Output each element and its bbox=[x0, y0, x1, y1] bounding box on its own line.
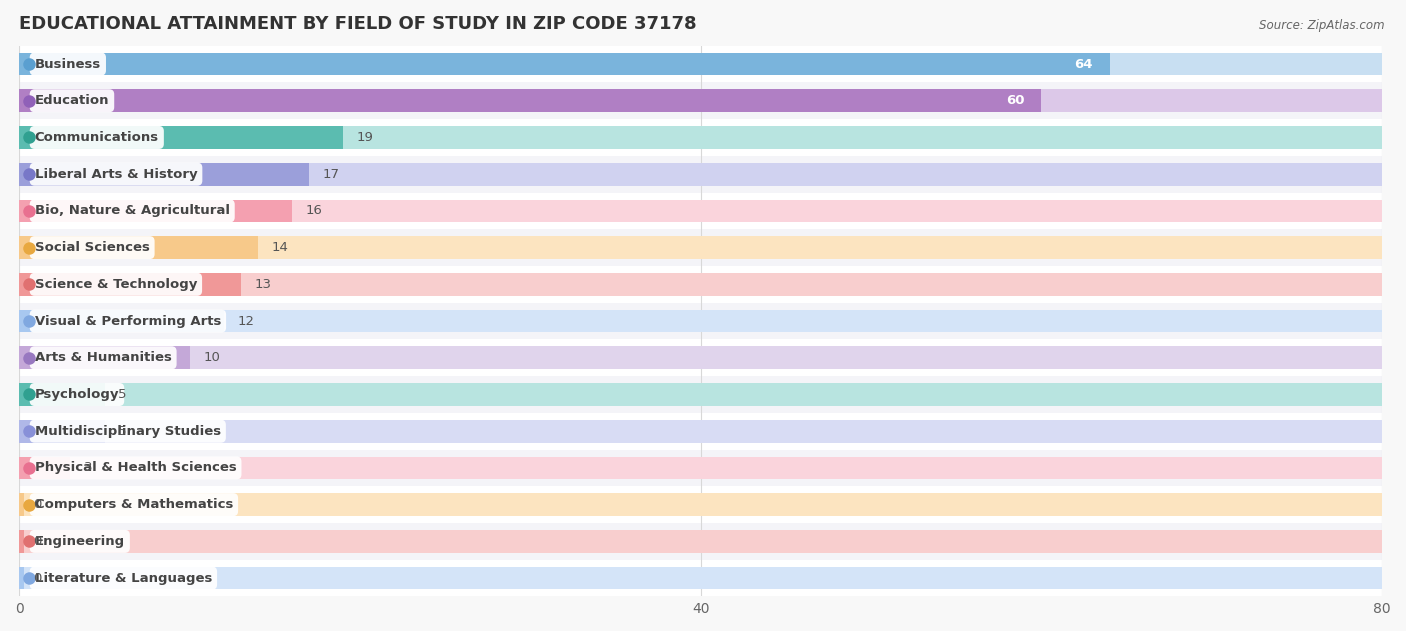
Bar bbox=[20, 90, 1042, 112]
Bar bbox=[20, 192, 1382, 229]
Text: Arts & Humanities: Arts & Humanities bbox=[35, 351, 172, 364]
Bar bbox=[20, 523, 1382, 560]
Bar bbox=[20, 383, 1382, 406]
Text: 13: 13 bbox=[254, 278, 271, 291]
Bar bbox=[20, 493, 1382, 516]
Text: EDUCATIONAL ATTAINMENT BY FIELD OF STUDY IN ZIP CODE 37178: EDUCATIONAL ATTAINMENT BY FIELD OF STUDY… bbox=[20, 15, 697, 33]
Text: Education: Education bbox=[35, 94, 110, 107]
Bar bbox=[20, 303, 1382, 339]
Bar bbox=[20, 52, 1109, 76]
Bar bbox=[20, 530, 24, 553]
Text: 0: 0 bbox=[32, 572, 41, 584]
Bar bbox=[20, 83, 1382, 119]
Bar bbox=[20, 493, 24, 516]
Bar bbox=[20, 560, 1382, 596]
Bar bbox=[20, 229, 1382, 266]
Bar bbox=[20, 126, 343, 149]
Text: 12: 12 bbox=[238, 315, 254, 327]
Text: 16: 16 bbox=[305, 204, 322, 218]
Text: Social Sciences: Social Sciences bbox=[35, 241, 149, 254]
Text: Computers & Mathematics: Computers & Mathematics bbox=[35, 498, 233, 511]
Text: Visual & Performing Arts: Visual & Performing Arts bbox=[35, 315, 221, 327]
Text: 60: 60 bbox=[1005, 94, 1025, 107]
Bar bbox=[20, 236, 1382, 259]
Bar bbox=[20, 487, 1382, 523]
Bar bbox=[20, 567, 24, 589]
Bar bbox=[20, 310, 1382, 333]
Text: Communications: Communications bbox=[35, 131, 159, 144]
Bar bbox=[20, 346, 1382, 369]
Bar bbox=[20, 199, 1382, 222]
Bar bbox=[20, 346, 190, 369]
Bar bbox=[20, 310, 224, 333]
Bar bbox=[20, 126, 1382, 149]
Text: Science & Technology: Science & Technology bbox=[35, 278, 197, 291]
Bar bbox=[20, 339, 1382, 376]
Text: 14: 14 bbox=[271, 241, 288, 254]
Text: Source: ZipAtlas.com: Source: ZipAtlas.com bbox=[1260, 19, 1385, 32]
Bar bbox=[20, 273, 1382, 296]
Text: Engineering: Engineering bbox=[35, 535, 125, 548]
Text: Physical & Health Sciences: Physical & Health Sciences bbox=[35, 461, 236, 475]
Bar bbox=[20, 163, 309, 186]
Text: Liberal Arts & History: Liberal Arts & History bbox=[35, 168, 197, 180]
Bar bbox=[20, 163, 1382, 186]
Text: 3: 3 bbox=[84, 461, 93, 475]
Text: Literature & Languages: Literature & Languages bbox=[35, 572, 212, 584]
Bar bbox=[20, 383, 104, 406]
Text: 5: 5 bbox=[118, 388, 127, 401]
Bar bbox=[20, 273, 240, 296]
Text: 64: 64 bbox=[1074, 57, 1092, 71]
Bar bbox=[20, 413, 1382, 449]
Bar bbox=[20, 376, 1382, 413]
Bar bbox=[20, 90, 1382, 112]
Bar bbox=[20, 449, 1382, 487]
Text: 19: 19 bbox=[357, 131, 374, 144]
Text: 0: 0 bbox=[32, 498, 41, 511]
Text: Bio, Nature & Agricultural: Bio, Nature & Agricultural bbox=[35, 204, 229, 218]
Text: 5: 5 bbox=[118, 425, 127, 438]
Bar bbox=[20, 567, 1382, 589]
Text: Multidisciplinary Studies: Multidisciplinary Studies bbox=[35, 425, 221, 438]
Text: Business: Business bbox=[35, 57, 101, 71]
Bar bbox=[20, 199, 292, 222]
Bar bbox=[20, 236, 257, 259]
Text: 10: 10 bbox=[204, 351, 221, 364]
Bar bbox=[20, 156, 1382, 192]
Bar bbox=[20, 457, 70, 480]
Bar bbox=[20, 420, 1382, 442]
Text: 17: 17 bbox=[322, 168, 340, 180]
Bar bbox=[20, 266, 1382, 303]
Bar bbox=[20, 45, 1382, 83]
Bar bbox=[20, 420, 104, 442]
Bar bbox=[20, 52, 1382, 76]
Text: Psychology: Psychology bbox=[35, 388, 120, 401]
Bar bbox=[20, 457, 1382, 480]
Bar bbox=[20, 119, 1382, 156]
Text: 0: 0 bbox=[32, 535, 41, 548]
Bar bbox=[20, 530, 1382, 553]
